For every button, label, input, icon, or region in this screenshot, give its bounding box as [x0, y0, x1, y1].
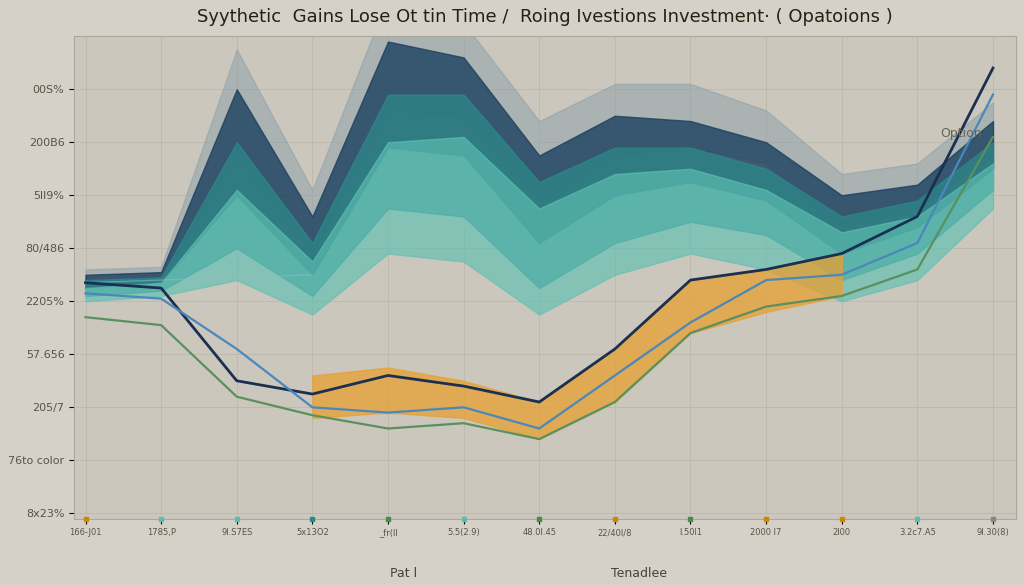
Text: Tenadlee: Tenadlee: [611, 567, 667, 580]
Text: Pat l: Pat l: [390, 567, 417, 580]
Title: Syythetic  Gains Lose Ot tin Time /  Roing Ivestions Investment· ( Opatoions ): Syythetic Gains Lose Ot tin Time / Roing…: [197, 8, 893, 26]
Text: Option: Option: [940, 127, 982, 140]
